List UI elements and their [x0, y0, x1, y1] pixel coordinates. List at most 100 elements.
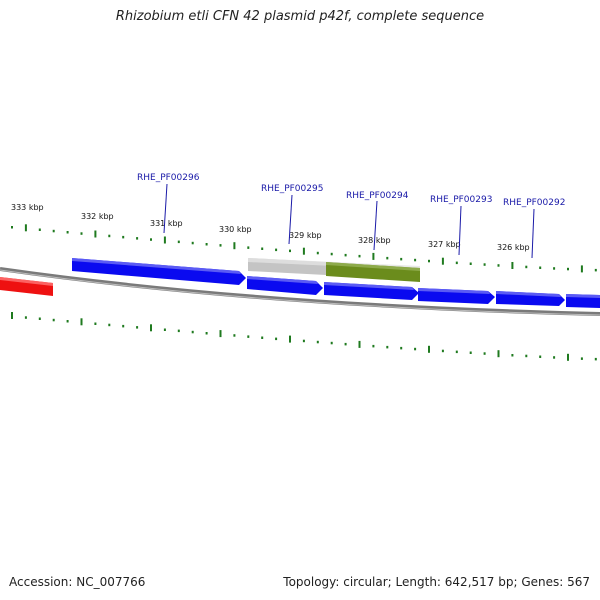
- outer-tick: [441, 257, 444, 265]
- inner-tick: [289, 335, 291, 343]
- inner-tick: [580, 357, 583, 360]
- inner-tick: [108, 323, 111, 327]
- inner-tick: [163, 328, 166, 331]
- inner-tick: [386, 345, 389, 349]
- inner-tick: [80, 318, 83, 326]
- inner-tick: [11, 312, 13, 319]
- scale-label-333: 333 kbp: [11, 203, 44, 212]
- label-line-pf00292: [531, 208, 535, 259]
- outer-tick: [219, 244, 222, 247]
- outer-tick: [136, 237, 139, 240]
- outer-tick: [261, 247, 264, 250]
- outer-tick: [38, 228, 41, 231]
- outer-tick: [108, 234, 111, 238]
- forward-gene-track: [72, 258, 600, 308]
- inner-tick: [150, 324, 152, 332]
- inner-tick: [330, 341, 333, 345]
- outer-tick: [400, 257, 403, 261]
- inner-tick: [358, 340, 361, 348]
- outer-tick: [594, 268, 597, 272]
- inner-tick: [344, 342, 347, 346]
- inner-tick: [594, 357, 597, 361]
- outer-tick: [233, 242, 236, 250]
- inner-tick: [38, 317, 41, 320]
- outer-tick-track: [11, 224, 597, 273]
- outer-tick: [344, 253, 347, 257]
- inner-tick: [483, 352, 486, 355]
- inner-tick: [414, 347, 417, 351]
- scale-label-329: 329 kbp: [289, 231, 322, 240]
- inner-tick: [94, 322, 97, 325]
- outer-tick: [94, 230, 97, 238]
- inner-tick: [233, 334, 236, 337]
- outer-tick: [386, 256, 389, 260]
- outer-tick: [302, 247, 305, 255]
- outer-tick: [525, 265, 528, 269]
- inner-tick: [455, 350, 458, 354]
- topology-summary: Topology: circular; Length: 642,517 bp; …: [283, 575, 590, 589]
- map-title: Rhizobium etli CFN 42 plasmid p42f, comp…: [115, 9, 485, 24]
- inner-tick: [567, 353, 569, 361]
- outer-tick: [247, 246, 250, 249]
- inner-tick: [525, 354, 528, 358]
- inner-tick: [52, 318, 55, 322]
- inner-tick: [497, 350, 500, 358]
- outer-tick: [511, 262, 514, 269]
- scale-label-331: 331 kbp: [150, 219, 183, 228]
- scale-label-330: 330 kbp: [219, 225, 252, 234]
- inner-tick: [428, 345, 430, 353]
- outer-tick: [483, 263, 486, 266]
- gene-labels: RHE_PF00296 RHE_PF00295 RHE_PF00294 RHE_…: [137, 173, 565, 208]
- inner-tick: [441, 349, 444, 353]
- outer-tick: [191, 241, 194, 245]
- inner-tick: [372, 344, 375, 348]
- accession-text: Accession: NC_007766: [9, 575, 146, 589]
- inner-tick: [136, 326, 139, 329]
- label-line-pf00294: [373, 200, 378, 251]
- inner-tick: [122, 324, 125, 328]
- inner-tick: [219, 330, 222, 338]
- outer-tick: [469, 262, 472, 265]
- scale-label-326: 326 kbp: [497, 243, 530, 252]
- inner-tick: [302, 339, 305, 343]
- inner-tick: [539, 355, 542, 358]
- gene-arrow-pf00296[interactable]: [72, 258, 246, 285]
- label-line-pf00293: [458, 205, 462, 256]
- backbone: [0, 267, 600, 316]
- outer-tick: [122, 235, 125, 239]
- inner-tick: [275, 337, 278, 341]
- inner-tick: [511, 354, 514, 357]
- outer-tick: [205, 243, 208, 246]
- gene-label-lines: [163, 183, 535, 259]
- reverse-gene-track: [0, 277, 53, 296]
- label-line-pf00296: [163, 183, 168, 234]
- outer-tick: [372, 252, 375, 260]
- inner-tick: [261, 336, 264, 339]
- inner-tick: [469, 351, 472, 354]
- outer-tick: [275, 248, 278, 252]
- gene-label-pf00293[interactable]: RHE_PF00293: [430, 195, 492, 205]
- outer-tick: [497, 264, 500, 267]
- outer-tick: [66, 231, 69, 234]
- outer-tick: [177, 240, 180, 244]
- outer-tick: [580, 265, 583, 273]
- outer-tick: [52, 229, 55, 233]
- outer-tick: [163, 236, 166, 244]
- scale-label-332: 332 kbp: [81, 212, 114, 221]
- inner-tick: [316, 340, 319, 344]
- inner-tick: [553, 356, 556, 359]
- outer-tick: [316, 251, 319, 255]
- inner-tick: [205, 332, 208, 335]
- inner-tick: [400, 346, 403, 350]
- outer-tick: [330, 252, 333, 256]
- gene-label-pf00292[interactable]: RHE_PF00292: [503, 198, 565, 208]
- gene-label-pf00294[interactable]: RHE_PF00294: [346, 191, 409, 201]
- scale-labels: 333 kbp 332 kbp 331 kbp 330 kbp 329 kbp …: [11, 203, 530, 252]
- gene-label-pf00295[interactable]: RHE_PF00295: [261, 184, 323, 194]
- outer-tick: [289, 249, 291, 253]
- outer-tick: [150, 238, 152, 241]
- inner-tick-track: [11, 312, 597, 361]
- outer-tick: [11, 226, 13, 229]
- gene-label-pf00296[interactable]: RHE_PF00296: [137, 173, 200, 183]
